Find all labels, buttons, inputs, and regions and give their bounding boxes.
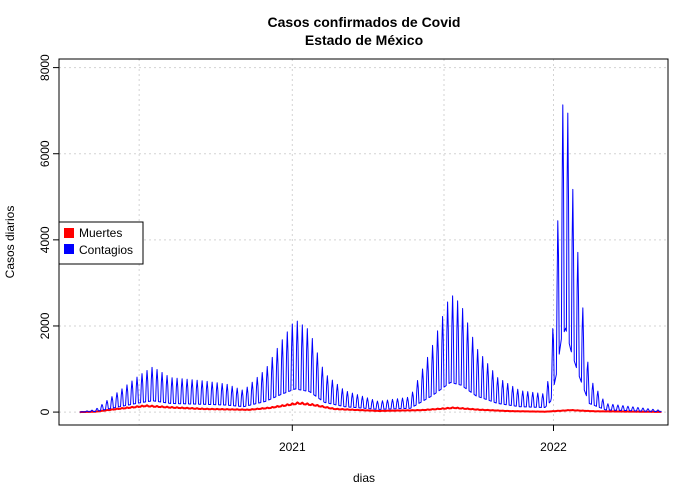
x-axis: 2021 2022 — [279, 425, 567, 454]
chart-title: Casos confirmados de Covid — [268, 14, 461, 30]
legend: Muertes Contagios — [58, 221, 144, 265]
y-tick-label: 2000 — [38, 312, 52, 339]
chart-subtitle: Estado de México — [305, 32, 423, 48]
y-axis: 0 2000 4000 6000 8000 — [38, 54, 59, 415]
plot-frame — [58, 58, 669, 426]
x-tick-label: 2021 — [279, 440, 306, 454]
y-tick-label: 0 — [38, 408, 52, 415]
series-line-muertes — [79, 401, 662, 414]
x-tick-label: 2022 — [540, 440, 567, 454]
legend-swatch-contagios — [64, 244, 74, 254]
legend-label-contagios: Contagios — [79, 243, 133, 257]
y-axis-label: Casos diarios — [3, 206, 17, 279]
y-tick-label: 8000 — [38, 54, 52, 81]
y-tick-label: 4000 — [38, 226, 52, 253]
legend-label-muertes: Muertes — [79, 226, 122, 240]
y-tick-label: 6000 — [38, 140, 52, 167]
grid — [59, 59, 668, 425]
series-line-contagios — [79, 104, 662, 413]
series-layer — [79, 104, 662, 414]
legend-swatch-muertes — [64, 228, 74, 238]
x-axis-label: dias — [353, 471, 375, 485]
